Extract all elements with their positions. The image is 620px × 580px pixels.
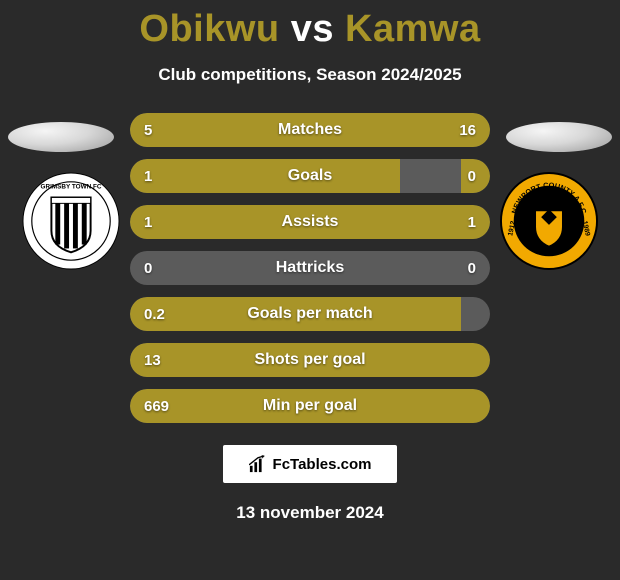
stats-container: 516Matches 10Goals 11Assists 00Hattricks 0.2… <box>130 113 490 423</box>
stat-row: 0.2Goals per match <box>130 297 490 331</box>
vs-label: vs <box>291 8 334 50</box>
stat-label: Matches <box>130 113 490 147</box>
fctables-branding: FcTables.com <box>223 445 397 483</box>
stat-row: 00Hattricks <box>130 251 490 285</box>
stat-row: 10Goals <box>130 159 490 193</box>
player1-name: Obikwu <box>139 8 279 50</box>
stat-row: 13Shots per goal <box>130 343 490 377</box>
chart-icon <box>249 455 267 473</box>
comparison-date: 13 november 2024 <box>0 503 620 523</box>
season-subtitle: Club competitions, Season 2024/2025 <box>0 65 620 85</box>
player1-silhouette <box>8 122 114 152</box>
stat-label: Hattricks <box>130 251 490 285</box>
player2-silhouette <box>506 122 612 152</box>
grimsby-crest-icon: GRIMSBY TOWN FC <box>22 172 120 270</box>
branding-text: FcTables.com <box>273 456 372 473</box>
stat-label: Assists <box>130 205 490 239</box>
newport-crest-icon: NEWPORT COUNTY A.F.C exiles 1912 1989 <box>500 172 598 270</box>
stat-row: 516Matches <box>130 113 490 147</box>
club-crest-left: GRIMSBY TOWN FC <box>22 172 120 270</box>
stat-row: 11Assists <box>130 205 490 239</box>
stat-row: 669Min per goal <box>130 389 490 423</box>
stat-label: Shots per goal <box>130 343 490 377</box>
player2-name: Kamwa <box>345 8 481 50</box>
stat-label: Goals <box>130 159 490 193</box>
stat-label: Goals per match <box>130 297 490 331</box>
stat-label: Min per goal <box>130 389 490 423</box>
club-crest-right: NEWPORT COUNTY A.F.C exiles 1912 1989 <box>500 172 598 270</box>
svg-text:GRIMSBY TOWN FC: GRIMSBY TOWN FC <box>41 184 102 191</box>
comparison-title: Obikwu vs Kamwa <box>0 0 620 51</box>
